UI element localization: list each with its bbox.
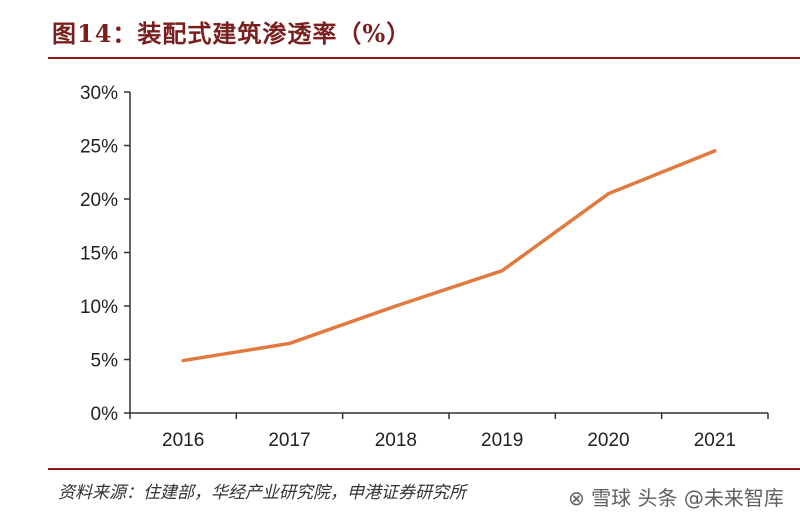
x-tick-label: 2019 xyxy=(481,430,523,451)
x-tick-label: 2021 xyxy=(694,430,736,451)
data-point xyxy=(181,359,185,363)
y-tick-label: 5% xyxy=(91,351,119,372)
y-tick-label: 0% xyxy=(91,404,119,425)
data-point xyxy=(500,269,504,273)
y-tick-label: 10% xyxy=(80,297,118,318)
data-point xyxy=(607,192,611,196)
source-note: 资料来源：住建部，华经产业研究院，申港证券研究所 xyxy=(58,483,466,503)
x-tick-label: 2016 xyxy=(162,430,204,451)
x-tick-label: 2017 xyxy=(268,430,310,451)
x-tick-label: 2018 xyxy=(375,430,417,451)
data-point xyxy=(713,149,717,153)
data-point xyxy=(288,341,292,345)
y-tick-label: 15% xyxy=(80,244,118,265)
data-point xyxy=(394,304,398,308)
chart-title: 图14：装配式建筑渗透率（%） xyxy=(52,19,412,48)
y-tick-label: 25% xyxy=(80,137,118,158)
title-divider xyxy=(48,57,800,59)
series-line xyxy=(181,149,717,363)
watermark: ⊗ 雪球 头条 @未来智库 xyxy=(568,486,784,510)
source-divider xyxy=(48,468,800,470)
x-tick-label: 2020 xyxy=(587,430,629,451)
y-tick-label: 30% xyxy=(80,83,118,104)
y-tick-label: 20% xyxy=(80,190,118,211)
